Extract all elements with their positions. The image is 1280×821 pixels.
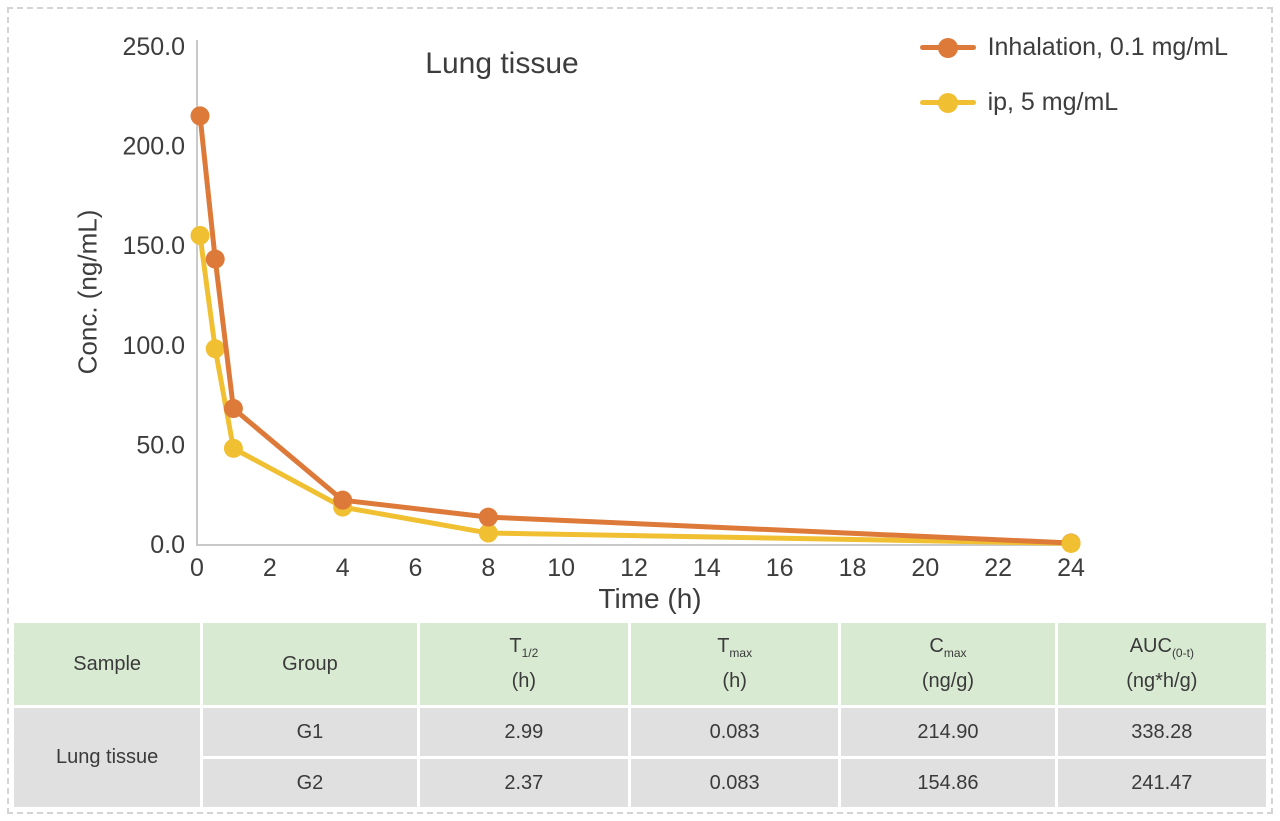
col-header-thalf: T1/2 (h) <box>419 623 628 705</box>
legend-marker-ip <box>919 92 976 113</box>
col-header-label: T1/2 <box>509 635 539 660</box>
col-header-label: Group <box>282 652 338 675</box>
tmax-cell: 0.083 <box>630 708 839 756</box>
y-tick-label: 200.0 <box>122 133 185 161</box>
auc-cell: 338.28 <box>1057 708 1266 756</box>
x-tick-label: 18 <box>839 554 867 582</box>
x-tick-label: 2 <box>263 554 277 582</box>
col-header-sample: Sample <box>14 623 201 705</box>
col-header-label: Tmax <box>717 635 753 660</box>
data-point-marker <box>478 507 498 527</box>
data-point-marker <box>205 249 225 269</box>
data-point-marker <box>333 490 353 510</box>
col-header-unit: (ng/g) <box>921 670 975 692</box>
pk-parameters-table-region: Sample Group T1/2 (h) Tmax (h) Cmax <box>11 620 1269 810</box>
y-tick-label: 50.0 <box>136 431 185 459</box>
concentration-chart: 0.0 50.0 100.0 150.0 200.0 250.0 0 2 4 6 8 10 12 14 1… <box>72 33 1229 614</box>
cmax-cell: 154.86 <box>841 759 1055 807</box>
y-tick-label: 0.0 <box>150 531 185 559</box>
col-header-tmax: Tmax (h) <box>630 623 839 705</box>
pk-table: Sample Group T1/2 (h) Tmax (h) Cmax <box>11 620 1269 810</box>
legend-dot-icon <box>937 37 958 58</box>
col-header-auc: AUC(0-t) (ng*h/g) <box>1057 623 1266 705</box>
y-axis-tick-labels: 0.0 50.0 100.0 150.0 200.0 250.0 <box>122 33 185 559</box>
x-tick-label: 24 <box>1057 554 1085 582</box>
thalf-cell: 2.37 <box>419 759 628 807</box>
series-line <box>197 232 1074 546</box>
data-point-marker <box>205 339 225 359</box>
col-header-unit: (h) <box>722 670 747 692</box>
x-tick-label: 6 <box>409 554 423 582</box>
table-row-g1: Lung tissue G1 2.99 0.083 214.90 338.28 <box>14 708 1266 807</box>
legend-dot-icon <box>937 92 958 113</box>
y-tick-label: 250.0 <box>122 33 185 61</box>
data-point-marker <box>223 438 243 458</box>
col-header-cmax: Cmax (ng/g) <box>841 623 1055 705</box>
data-point-marker <box>478 523 498 543</box>
group-cell: G1 <box>203 708 417 756</box>
x-tick-label: 10 <box>547 554 575 582</box>
table-header-row: Sample Group T1/2 (h) Tmax (h) Cmax <box>14 623 1266 705</box>
legend-item-ip: ip, 5 mg/mL <box>919 88 1228 117</box>
legend-label: ip, 5 mg/mL <box>987 88 1119 116</box>
sample-cell: Lung tissue <box>14 708 201 807</box>
legend-marker-inhalation <box>919 37 976 58</box>
data-point-marker <box>1061 533 1081 553</box>
x-tick-label: 20 <box>911 554 939 582</box>
cmax-cell: 214.90 <box>841 708 1055 756</box>
col-header-label: Sample <box>73 652 142 675</box>
col-header-group: Group <box>203 623 417 705</box>
group-cell: G2 <box>203 759 417 807</box>
legend-item-inhalation: Inhalation, 0.1 mg/mL <box>919 33 1228 62</box>
x-axis-title: Time (h) <box>598 583 702 614</box>
x-tick-label: 14 <box>693 554 721 582</box>
series-lines <box>190 106 1081 553</box>
data-point-marker <box>190 106 210 126</box>
table-row-g2: G2 2.37 0.083 154.86 241.47 <box>14 759 1266 807</box>
col-header-label: Cmax <box>929 635 967 660</box>
thalf-cell: 2.99 <box>419 708 628 756</box>
data-point-marker <box>190 225 210 245</box>
x-tick-label: 4 <box>336 554 350 582</box>
col-header-unit: (ng*h/g) <box>1126 670 1198 692</box>
x-tick-label: 12 <box>620 554 648 582</box>
y-tick-label: 150.0 <box>122 232 185 260</box>
series-line <box>197 113 1074 546</box>
chart-title: Lung tissue <box>425 47 579 80</box>
x-tick-label: 22 <box>984 554 1012 582</box>
x-axis-tick-labels: 0 2 4 6 8 10 12 14 16 18 20 22 24 <box>190 554 1085 582</box>
legend-label: Inhalation, 0.1 mg/mL <box>987 33 1228 61</box>
col-header-unit: (h) <box>511 670 537 692</box>
x-tick-label: 8 <box>481 554 495 582</box>
col-header-label: AUC(0-t) <box>1129 635 1194 660</box>
y-tick-label: 100.0 <box>122 332 185 360</box>
x-tick-label: 16 <box>766 554 794 582</box>
x-tick-label: 0 <box>190 554 204 582</box>
data-point-marker <box>223 399 243 419</box>
auc-cell: 241.47 <box>1057 759 1266 807</box>
y-axis-title: Conc. (ng/mL) <box>72 209 103 375</box>
tmax-cell: 0.083 <box>630 759 839 807</box>
chart-legend: Inhalation, 0.1 mg/mL ip, 5 mg/mL <box>919 33 1228 117</box>
